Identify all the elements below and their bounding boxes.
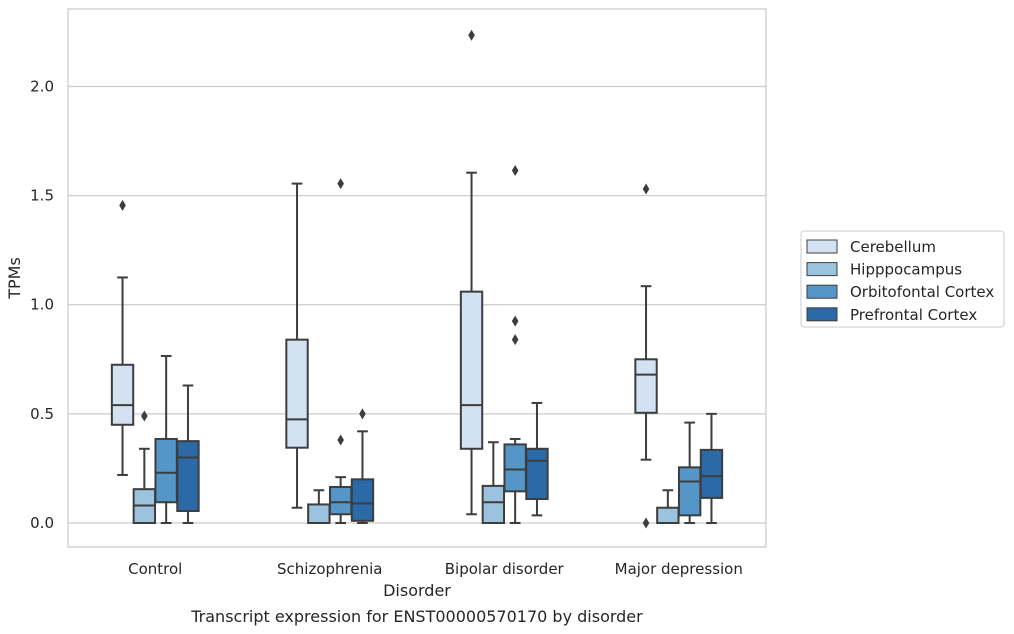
outlier-point xyxy=(468,29,475,41)
x-tick-label: Control xyxy=(128,560,182,578)
x-tick-label: Schizophrenia xyxy=(277,560,382,578)
box-item xyxy=(503,165,527,524)
outlier-point xyxy=(511,315,519,327)
outlier-point xyxy=(511,165,519,177)
outlier-point xyxy=(119,199,126,211)
box-item xyxy=(350,408,375,524)
box-item xyxy=(677,421,702,524)
box-iqr xyxy=(634,358,658,414)
legend-swatch xyxy=(806,307,838,322)
y-axis-title: TPMs xyxy=(5,257,24,300)
legend-label: Cerebellum xyxy=(850,238,936,256)
box-iqr xyxy=(350,478,375,522)
box-iqr xyxy=(481,484,506,524)
box-series xyxy=(110,29,724,529)
box-iqr xyxy=(110,363,135,426)
legend-item: Orbitofontal Cortex xyxy=(806,283,994,301)
legend: Cerebellum Hipppocampus Orbitofontal Corte… xyxy=(800,230,1005,328)
x-axis-ticks: Control Schizophrenia Bipolar disorder Majo… xyxy=(128,560,743,578)
box-iqr xyxy=(503,443,527,493)
y-tick-label: 1.5 xyxy=(30,187,54,205)
box-iqr xyxy=(677,466,702,517)
box-item xyxy=(481,441,506,524)
box-item xyxy=(307,489,331,524)
series-group xyxy=(154,165,702,524)
box-iqr xyxy=(656,506,680,524)
box-item xyxy=(525,401,549,517)
gridlines xyxy=(68,85,766,524)
x-tick-label: Bipolar disorder xyxy=(445,560,565,578)
box-item xyxy=(459,29,484,516)
x-tick-label: Major depression xyxy=(615,560,743,578)
y-tick-label: 0.5 xyxy=(30,405,54,423)
legend-swatch xyxy=(806,239,838,254)
legend-swatch xyxy=(806,284,838,299)
legend-label: Hipppocampus xyxy=(850,261,962,279)
outlier-point xyxy=(141,410,148,422)
box-item xyxy=(285,182,309,509)
legend-item: Cerebellum xyxy=(806,238,936,256)
box-iqr xyxy=(459,290,484,450)
chart-title: Transcript expression for ENST0000057017… xyxy=(190,607,643,626)
box-iqr xyxy=(307,503,331,524)
outlier-point xyxy=(337,178,344,190)
outlier-point xyxy=(642,517,650,529)
box-iqr xyxy=(285,338,309,449)
y-tick-label: 1.0 xyxy=(30,296,54,314)
series-group xyxy=(110,29,658,529)
box-item xyxy=(699,412,724,524)
box-iqr xyxy=(176,440,200,512)
y-tick-label: 0.0 xyxy=(30,514,54,532)
legend-swatch xyxy=(806,262,838,277)
series-group xyxy=(132,410,680,524)
box-item xyxy=(110,199,135,476)
outlier-point xyxy=(642,183,650,195)
outlier-point xyxy=(511,334,519,346)
box-item xyxy=(328,178,353,524)
box-iqr xyxy=(699,448,724,499)
box-item xyxy=(656,489,680,524)
box-item xyxy=(634,183,658,529)
box-item xyxy=(176,384,200,524)
y-tick-label: 2.0 xyxy=(30,77,54,95)
series-group xyxy=(176,384,724,524)
legend-item: Prefrontal Cortex xyxy=(806,306,977,324)
plot-area-frame xyxy=(67,8,767,548)
box-iqr xyxy=(525,447,549,500)
box-iqr xyxy=(154,437,178,504)
legend-frame xyxy=(800,230,1005,328)
y-axis-ticks: 0.0 0.5 1.0 1.5 2.0 xyxy=(30,77,54,532)
outlier-point xyxy=(359,408,366,420)
legend-label: Orbitofontal Cortex xyxy=(850,283,994,301)
legend-item: Hipppocampus xyxy=(806,261,962,279)
box-item xyxy=(154,355,178,524)
x-axis-title: Disorder xyxy=(383,581,451,600)
box-iqr xyxy=(328,485,353,516)
box-item xyxy=(132,410,157,524)
legend-label: Prefrontal Cortex xyxy=(850,306,977,324)
outlier-point xyxy=(337,434,344,446)
